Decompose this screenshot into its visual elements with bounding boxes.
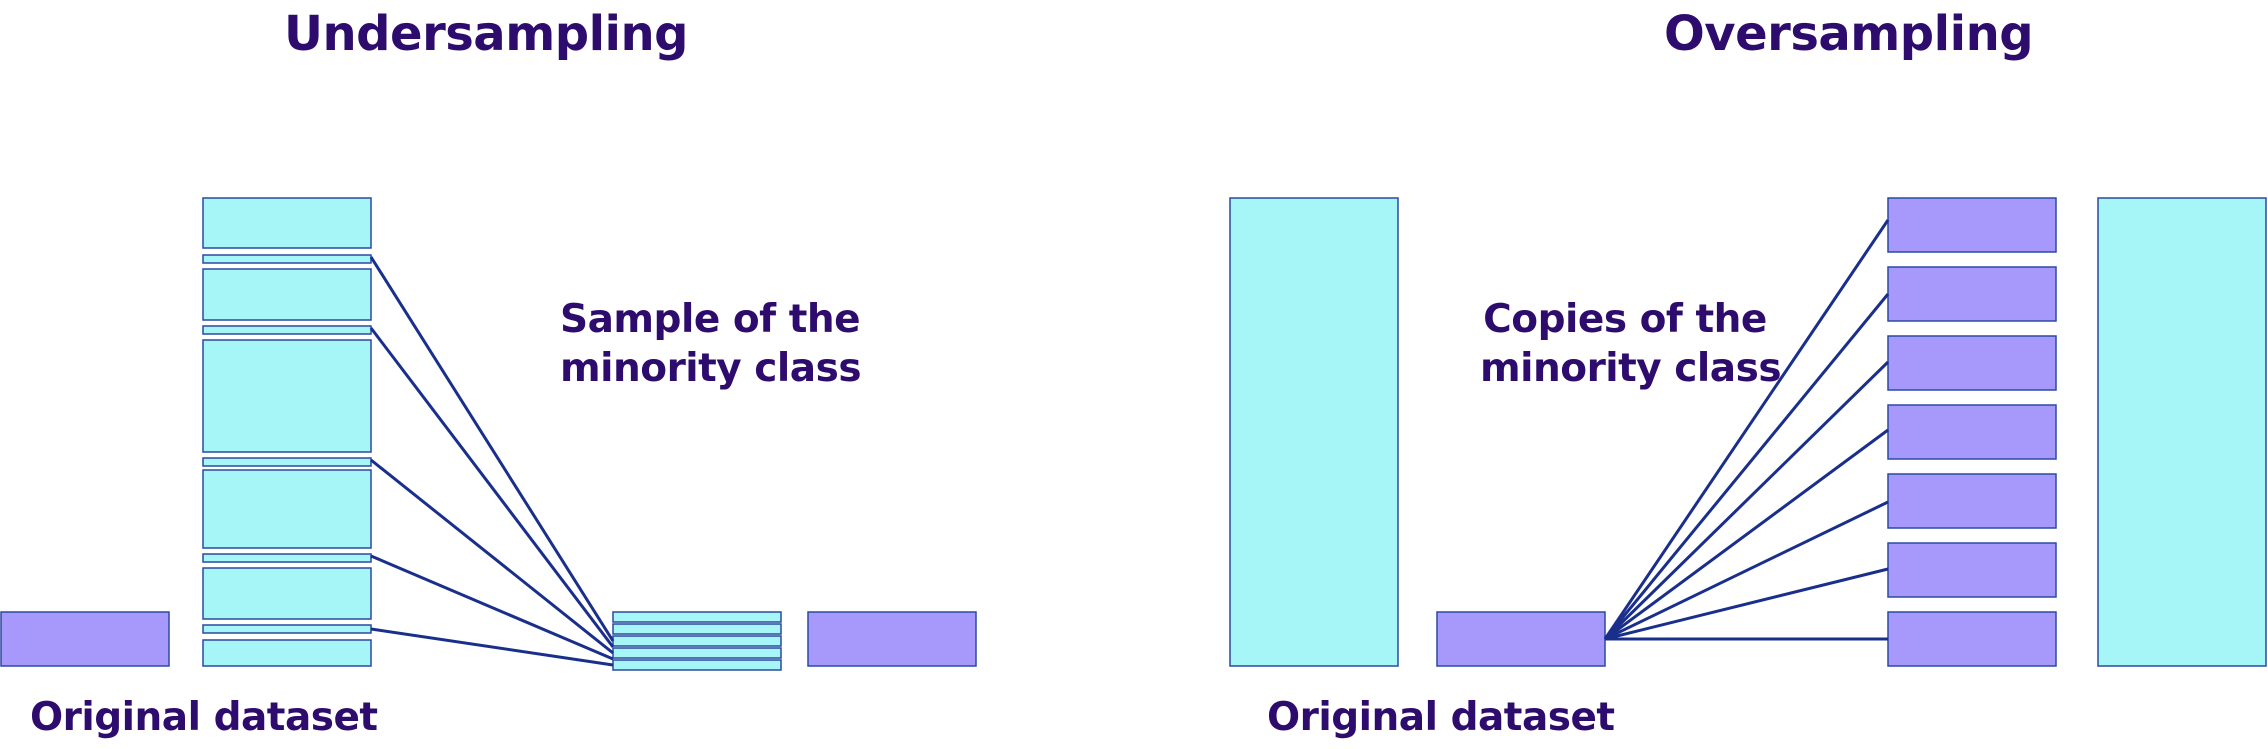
minority-copy-box	[1887, 542, 2057, 598]
copy-connector-line	[1603, 360, 1890, 641]
copies-minority-label: Copies of the minority class	[1480, 295, 1782, 393]
copies-minority-label-line1: Copies of the	[1483, 297, 1767, 342]
majority-block	[202, 567, 372, 620]
copy-connector-line	[1603, 293, 1890, 640]
majority-block	[202, 339, 372, 453]
minority-copy-box	[1887, 404, 2057, 460]
undersampling-original-dataset-label: Original dataset	[30, 695, 378, 740]
majority-block	[202, 469, 372, 549]
sampled-majority-slice	[612, 647, 782, 659]
oversampling-majority-block	[1229, 197, 1399, 667]
majority-sample-slice	[202, 624, 372, 634]
diagram-shapes	[0, 197, 2267, 671]
copy-connector-line	[1604, 567, 1889, 641]
copies-minority-label-line2: minority class	[1480, 346, 1782, 391]
undersampling-title: Undersampling	[284, 6, 689, 62]
sample-connector-line	[369, 327, 615, 648]
minority-copy-box	[1887, 197, 2057, 253]
sampled-majority-slice	[612, 659, 782, 671]
sample-minority-label: Sample of the minority class	[560, 295, 862, 393]
sample-connector-line	[369, 256, 615, 642]
minority-copy-box	[1887, 611, 2057, 667]
oversampling-original-dataset-label: Original dataset	[1267, 695, 1615, 740]
copy-connector-line	[1603, 219, 1890, 640]
copy-connector-line	[1604, 428, 1889, 641]
copy-connector-line	[1604, 500, 1889, 641]
majority-sample-slice	[202, 254, 372, 264]
oversampling-original-minority-box	[1436, 611, 1606, 667]
sampled-majority-slice	[612, 623, 782, 635]
oversampled-majority-block	[2097, 197, 2267, 667]
sample-connector-line	[370, 458, 614, 655]
sample-connector-line	[370, 627, 614, 667]
majority-block	[202, 268, 372, 321]
majority-sample-slice	[202, 325, 372, 335]
majority-block	[202, 639, 372, 667]
sample-minority-label-line2: minority class	[560, 346, 862, 391]
sampled-majority-slice	[612, 635, 782, 647]
minority-copy-box	[1887, 266, 2057, 322]
minority-copy-box	[1887, 335, 2057, 391]
sample-minority-label-line1: Sample of the	[560, 297, 861, 342]
majority-sample-slice	[202, 457, 372, 467]
sampled-majority-slice	[612, 611, 782, 623]
minority-copy-box	[1887, 473, 2057, 529]
original-minority-box	[0, 611, 170, 667]
majority-sample-slice	[202, 553, 372, 563]
oversampling-title: Oversampling	[1664, 6, 2034, 62]
majority-block	[202, 197, 372, 249]
sample-connector-line	[370, 554, 614, 661]
kept-minority-box	[807, 611, 977, 667]
